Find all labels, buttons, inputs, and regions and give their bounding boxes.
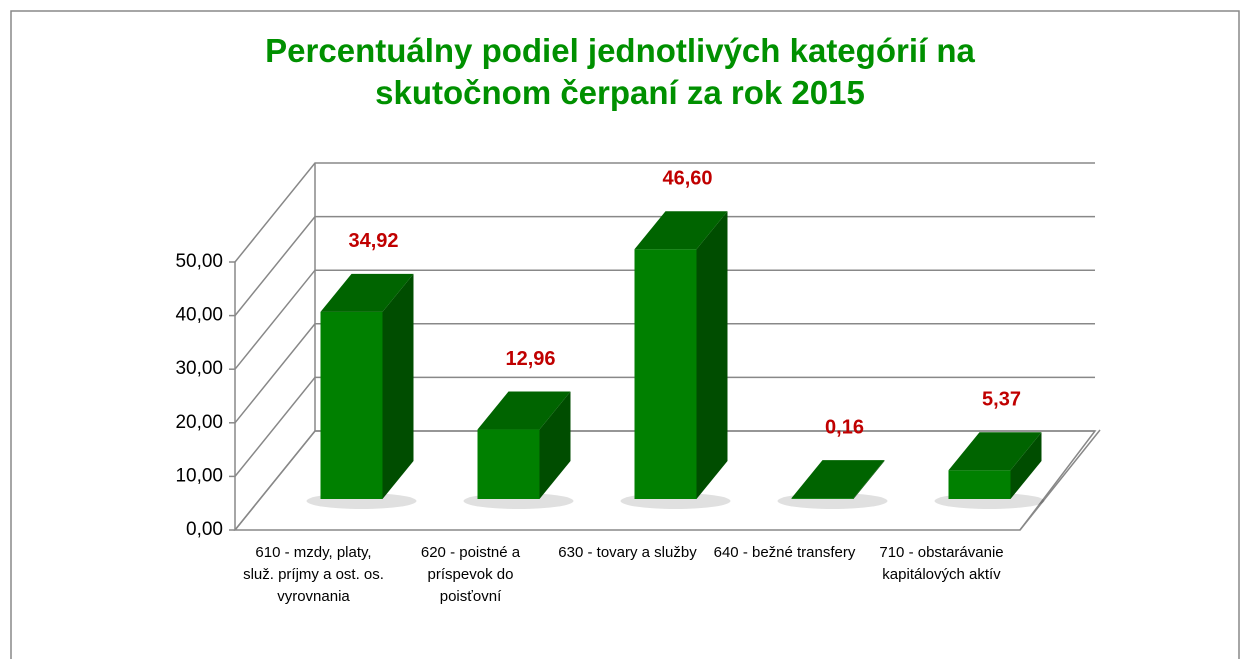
y-tick-label: 40,00 [175, 305, 223, 326]
value-label: 12,96 [505, 348, 555, 370]
value-label: 46,60 [662, 168, 712, 190]
y-tick-label: 10,00 [175, 465, 223, 486]
bar-top [948, 432, 1042, 471]
bar-side [539, 391, 571, 499]
value-label: 0,16 [825, 416, 864, 438]
x-tick-label: 630 - tovary a služby [558, 544, 697, 561]
frame [10, 10, 1240, 659]
floor-right [1019, 429, 1101, 531]
value-label: 34,92 [348, 230, 398, 252]
bar [477, 429, 540, 499]
bar-side [382, 273, 414, 499]
x-tick-label: 640 - bežné transfery [713, 544, 856, 561]
chart-title: Percentuálny podiel jednotlivých kategór… [265, 32, 975, 111]
y-tick-label: 20,00 [175, 412, 223, 433]
bar [634, 249, 697, 499]
bar-side [1010, 432, 1042, 499]
grid-line [234, 430, 1095, 531]
bar-top [791, 460, 885, 499]
grid-line [234, 376, 1095, 477]
grid-line [234, 269, 1095, 370]
grid-line [234, 323, 1095, 424]
grid-line [234, 215, 1095, 317]
value-label: 5,37 [982, 388, 1021, 410]
x-tick-label: 620 - poistné a príspevok do poisťovní [420, 544, 521, 605]
y-tick-label: 0,00 [186, 519, 223, 540]
bar-side [853, 460, 885, 499]
y-tick-label: 30,00 [175, 358, 223, 379]
bar-top [320, 273, 414, 312]
x-tick-label: 710 - obstarávanie kapitálových aktív [879, 544, 1004, 583]
bar-side [696, 211, 728, 499]
bar [791, 498, 854, 499]
bar-top [477, 391, 571, 430]
y-tick-label: 50,00 [175, 251, 223, 272]
bar-top [634, 211, 728, 250]
bar [320, 311, 383, 499]
x-tick-label: 610 - mzdy, platy, služ. príjmy a ost. o… [243, 544, 384, 605]
grid-line [234, 162, 1095, 263]
bar [948, 470, 1011, 499]
